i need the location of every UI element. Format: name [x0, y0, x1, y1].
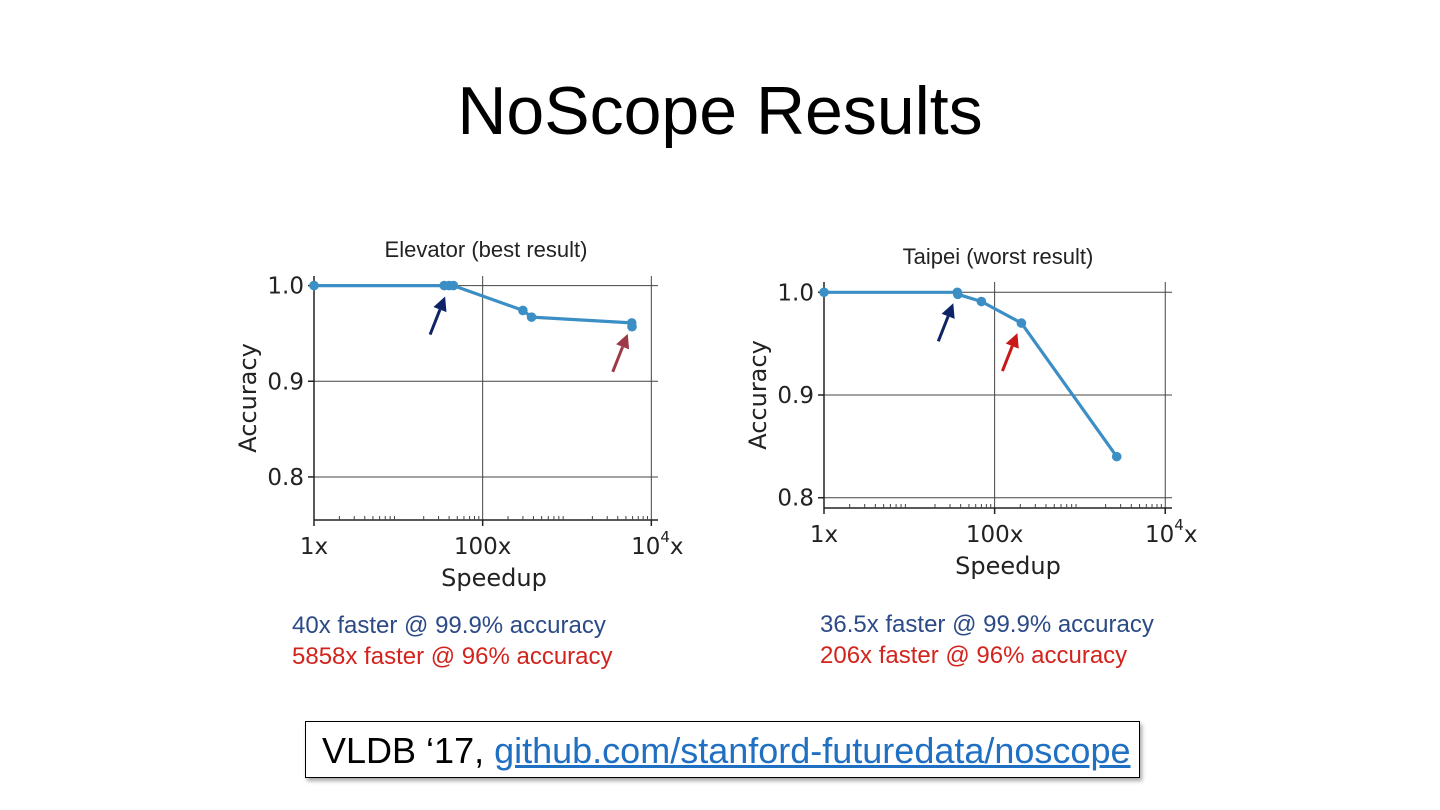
elevator-ylabel: Accuracy	[234, 343, 262, 453]
taipei-data-point	[976, 296, 987, 307]
taipei-arrow-red-shaft	[1001, 345, 1014, 372]
elevator-data-point	[309, 280, 319, 291]
elevator-caption-blue: 40x faster @ 99.9% accuracy	[292, 612, 606, 639]
elevator-ytick-label: 0.9	[267, 369, 304, 395]
taipei-caption: 36.5x faster @ 99.9% accuracy 206x faste…	[820, 609, 1154, 671]
reference-prefix: VLDB ‘17,	[322, 730, 495, 771]
taipei-ylabel: Accuracy	[744, 340, 772, 450]
taipei-ytick-label: 0.8	[777, 486, 814, 512]
taipei-chart: Taipei (worst result) 1.0 0.9 0.8 1x 100x 104x…	[744, 244, 1197, 580]
elevator-chart: Elevator (best result) 1.0 0.9 0.8 1x 100x 104…	[234, 237, 684, 592]
taipei-xlabel: Speedup	[955, 552, 1061, 580]
taipei-series-line	[824, 290, 1119, 458]
taipei-title: Taipei (worst result)	[903, 244, 1094, 269]
taipei-caption-red: 206x faster @ 96% accuracy	[820, 642, 1128, 669]
repo-link[interactable]: github.com/stanford-futuredata/noscope	[494, 730, 1131, 771]
elevator-series-line	[314, 283, 634, 327]
elevator-data-point	[627, 321, 637, 332]
reference-box: VLDB ‘17, github.com/stanford-futuredata…	[305, 721, 1140, 778]
elevator-xtick-label: 1x	[300, 534, 328, 560]
taipei-arrow-blue-head	[941, 303, 955, 319]
elevator-xlabel: Speedup	[441, 564, 547, 592]
elevator-data-point	[448, 280, 459, 291]
taipei-ytick-label: 0.9	[777, 383, 814, 409]
taipei-arrow-red-head	[1005, 333, 1019, 349]
slide-title: NoScope Results	[457, 73, 983, 149]
taipei-data-point	[952, 289, 963, 300]
elevator-xtick-label: 100x	[454, 534, 512, 560]
elevator-ytick-label: 1.0	[267, 274, 304, 300]
taipei-data-point	[819, 287, 829, 298]
taipei-xtick-label: 100x	[966, 522, 1024, 548]
taipei-caption-blue: 36.5x faster @ 99.9% accuracy	[820, 611, 1154, 638]
elevator-caption-red: 5858x faster @ 96% accuracy	[292, 643, 613, 670]
elevator-arrow-blue-shaft	[428, 308, 442, 336]
elevator-data-point	[526, 312, 537, 322]
taipei-ytick-label: 1.0	[777, 280, 814, 306]
elevator-arrow-red-head	[616, 333, 630, 350]
elevator-title: Elevator (best result)	[385, 237, 588, 262]
taipei-arrow-blue-shaft	[936, 315, 950, 342]
taipei-xtick-label: 1x	[810, 522, 838, 548]
taipei-data-point	[1016, 318, 1027, 328]
elevator-data-point	[518, 305, 528, 316]
taipei-xtick-label: 104x	[1145, 516, 1197, 548]
taipei-data-point	[1111, 451, 1122, 462]
elevator-xtick-label: 104x	[631, 528, 683, 560]
elevator-ytick-label: 0.8	[267, 465, 304, 491]
elevator-arrow-blue-head	[433, 296, 447, 313]
elevator-arrow-red-shaft	[611, 346, 624, 373]
elevator-caption: 40x faster @ 99.9% accuracy 5858x faster…	[292, 610, 613, 672]
